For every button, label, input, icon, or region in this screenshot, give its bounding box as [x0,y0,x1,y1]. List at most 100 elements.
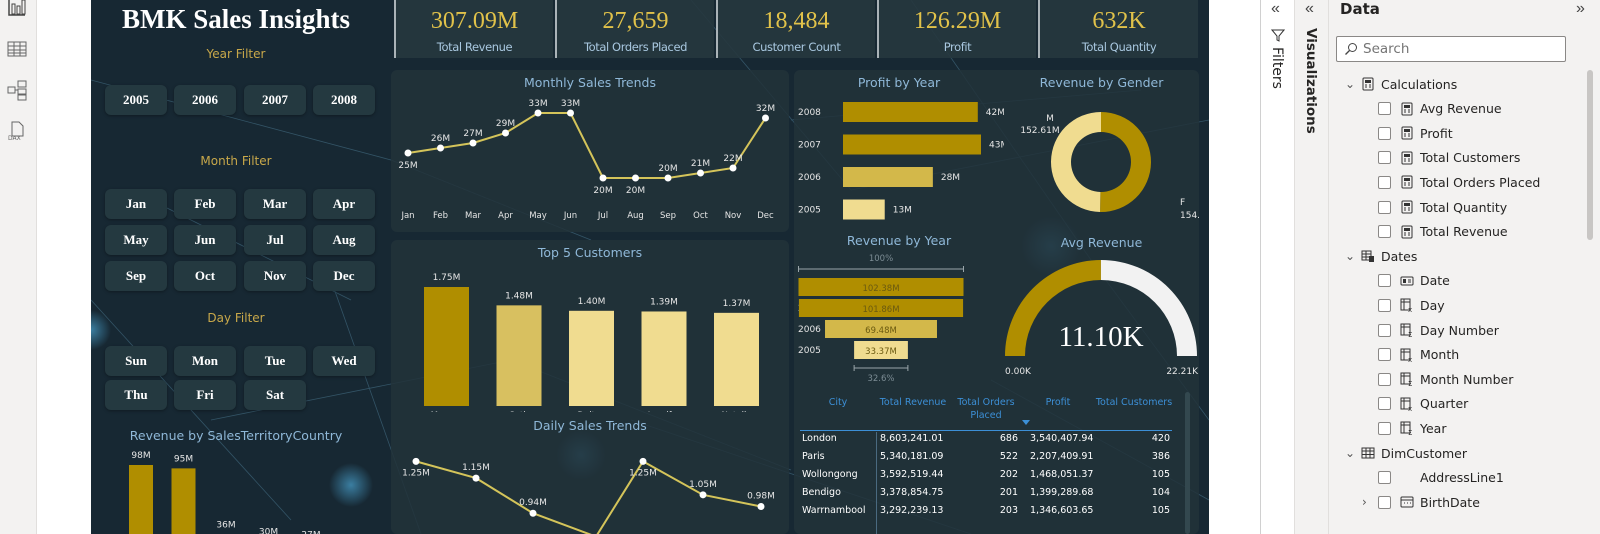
daily-point-fri[interactable] [699,491,707,499]
field-checkbox[interactable] [1378,298,1391,312]
day-button-tue[interactable]: Tue [244,346,306,376]
customer-bar-dalton[interactable] [569,310,614,406]
table-node-dates[interactable]: ⌄ Dates [1345,245,1417,267]
field-item-quarter[interactable]: x Quarter [1378,393,1468,415]
revenue-by-gender-chart[interactable]: M 152.61M F 154.48M [1004,92,1199,222]
chevron-down-icon[interactable]: ⌄ [1345,446,1356,460]
year-button-2008[interactable]: 2008 [313,85,375,115]
table-row[interactable]: Warrnambool 3,292,239.13 203 1,346,603.65 10… [800,502,1172,520]
field-item-profit[interactable]: Profit [1378,122,1453,144]
day-button-thu[interactable]: Thu [105,380,167,410]
month-button-jan[interactable]: Jan [105,189,167,219]
field-item-total-orders-placed[interactable]: Total Orders Placed [1378,171,1540,193]
day-button-sun[interactable]: Sun [105,346,167,376]
field-checkbox[interactable] [1378,421,1391,435]
chevron-down-icon[interactable]: ⌄ [1345,249,1356,264]
daily-point-sat[interactable] [757,503,765,511]
field-checkbox[interactable] [1378,323,1391,337]
column-header-profit[interactable]: Profit [1045,397,1071,408]
monthly-point-sep[interactable] [664,174,672,182]
field-item-addressline1[interactable]: AddressLine1 [1378,467,1504,489]
month-button-aug[interactable]: Aug [313,225,375,255]
revenue-by-year-chart[interactable]: 100%2007102.38M2008101.86M200669.48M2005… [794,248,1004,388]
field-checkbox[interactable] [1378,126,1391,140]
country-bar[interactable] [171,468,196,534]
month-button-oct[interactable]: Oct [174,261,236,291]
gender-slice-m[interactable] [1051,112,1101,212]
collapse-visualizations-icon[interactable]: « [1305,0,1314,17]
model-view-icon[interactable] [6,79,28,101]
report-view-icon[interactable] [6,0,28,18]
field-checkbox[interactable] [1378,471,1391,485]
profit-bar-2005[interactable] [843,199,885,220]
field-checkbox[interactable] [1378,175,1391,189]
profit-bar-2008[interactable] [843,102,978,122]
field-checkbox[interactable] [1378,348,1391,362]
month-button-dec[interactable]: Dec [313,261,375,291]
monthly-point-apr[interactable] [502,129,509,137]
month-button-feb[interactable]: Feb [174,189,236,219]
daily-point-mon[interactable] [472,474,480,482]
profit-bar-2006[interactable] [843,167,933,187]
monthly-point-mar[interactable] [469,139,477,147]
month-button-nov[interactable]: Nov [244,261,306,291]
year-button-2005[interactable]: 2005 [105,85,167,115]
customer-bar-natalie[interactable] [714,312,759,406]
chevron-down-icon[interactable]: ⌄ [1345,77,1356,91]
daily-point-sun[interactable] [412,457,420,465]
monthly-sales-chart[interactable]: 25M Jan 26M Feb 27M Mar 29M Apr 33M May 33M Jun 20M J… [391,70,789,232]
search-input[interactable] [1363,40,1558,58]
day-button-sat[interactable]: Sat [244,380,306,410]
country-bar[interactable] [129,465,153,534]
funnel-bar-2006[interactable] [825,320,937,338]
table-row[interactable]: London 8,603,241.01 686 3,540,407.94 420 [800,430,1172,448]
column-header-city[interactable]: City [828,397,848,408]
funnel-bar-2007[interactable] [798,278,964,296]
field-list-scrollbar[interactable] [1587,70,1593,240]
month-button-sep[interactable]: Sep [105,261,167,291]
field-checkbox[interactable] [1378,151,1391,165]
funnel-bar-2005[interactable] [854,341,908,359]
month-button-may[interactable]: May [105,225,167,255]
monthly-point-nov[interactable] [729,164,737,172]
table-node-dimcustomer[interactable]: ⌄ DimCustomer [1345,442,1467,464]
table-scrollbar[interactable] [1185,392,1190,534]
field-checkbox[interactable] [1378,495,1391,509]
field-item-total-quantity[interactable]: Total Quantity [1378,196,1507,218]
field-item-day[interactable]: x Day [1378,294,1445,316]
monthly-point-oct[interactable] [697,169,704,177]
daily-point-thu[interactable] [639,457,647,465]
table-node-calculations[interactable]: ⌄ Calculations [1345,73,1457,95]
field-checkbox[interactable] [1378,225,1391,239]
chevron-right-icon[interactable]: › [1362,495,1367,510]
monthly-point-aug[interactable] [632,174,639,182]
dax-query-icon[interactable]: DAX [6,120,28,142]
customer-bar-jennifer[interactable] [641,311,687,406]
field-checkbox[interactable] [1378,397,1391,411]
field-checkbox[interactable] [1378,200,1391,214]
revenue-by-country-chart[interactable]: 98M95M36M30M27M21M [91,445,381,534]
day-button-mon[interactable]: Mon [174,346,236,376]
field-item-total-customers[interactable]: Total Customers [1378,147,1520,169]
table-view-icon[interactable] [6,38,28,60]
month-button-jun[interactable]: Jun [174,225,236,255]
field-checkbox[interactable] [1378,102,1391,116]
field-item-month-number[interactable]: Σ Month Number [1378,368,1513,390]
monthly-point-jun[interactable] [567,109,574,117]
field-checkbox[interactable] [1378,372,1391,386]
year-button-2007[interactable]: 2007 [244,85,306,115]
field-item-year[interactable]: Σ Year [1378,417,1446,439]
day-button-fri[interactable]: Fri [174,380,236,410]
day-button-wed[interactable]: Wed [313,346,375,376]
month-button-apr[interactable]: Apr [313,189,375,219]
filters-label[interactable]: Filters [1269,47,1285,89]
visualizations-label[interactable]: Visualizations [1303,28,1319,134]
table-row[interactable]: Paris 5,340,181.09 522 2,207,409.91 386 [800,448,1172,466]
monthly-point-jan[interactable] [404,149,412,157]
table-row[interactable]: Wollongong 3,592,519.44 202 1,468,051.37 105 [800,466,1172,484]
avg-revenue-gauge[interactable]: 11.10K 0.00K 22.21K [1004,250,1199,380]
column-header-total-orders-placed[interactable]: Total Orders Placed [957,397,1015,421]
data-search-box[interactable] [1336,36,1566,62]
year-button-2006[interactable]: 2006 [174,85,236,115]
field-item-date[interactable]: Date [1378,270,1450,292]
